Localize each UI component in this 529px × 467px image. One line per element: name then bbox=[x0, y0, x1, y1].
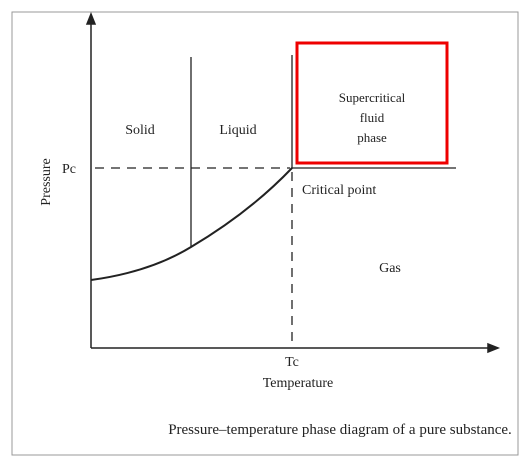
caption: Pressure–temperature phase diagram of a … bbox=[168, 422, 512, 438]
region-label: Solid bbox=[125, 123, 155, 138]
y-arrow bbox=[85, 11, 97, 25]
region-label: phase bbox=[357, 130, 387, 145]
vapor-curve bbox=[90, 167, 293, 281]
x-arrow bbox=[487, 342, 501, 354]
phase-lines bbox=[90, 55, 456, 346]
critical-point-label: Critical point bbox=[302, 183, 376, 198]
pc-label: Pc bbox=[62, 162, 76, 177]
region-label: fluid bbox=[360, 110, 385, 125]
region-label: Gas bbox=[379, 261, 401, 276]
region-label: Supercritical bbox=[339, 90, 406, 105]
y-axis-label: Pressure bbox=[39, 158, 54, 205]
x-axis-label: Temperature bbox=[263, 376, 334, 391]
tc-label: Tc bbox=[285, 355, 299, 370]
axes bbox=[85, 11, 501, 354]
region-label: Liquid bbox=[219, 123, 256, 138]
frame bbox=[11, 11, 519, 456]
highlight-box bbox=[295, 41, 449, 165]
